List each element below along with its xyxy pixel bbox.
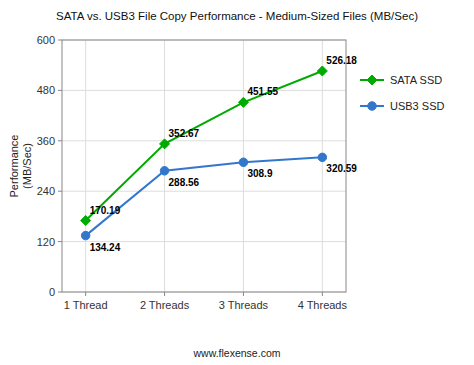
series-marker xyxy=(317,66,327,76)
x-grid-line xyxy=(85,40,86,292)
series-line xyxy=(86,71,323,221)
y-grid-line xyxy=(62,140,346,141)
footer: www.flexense.com xyxy=(193,347,281,359)
y-tick xyxy=(58,90,62,91)
plot-frame xyxy=(62,40,346,292)
data-label: 526.18 xyxy=(326,55,357,66)
series-marker xyxy=(160,139,170,149)
data-label: 320.59 xyxy=(326,163,357,174)
y-tick xyxy=(58,241,62,242)
series-marker xyxy=(160,167,169,176)
y-axis-label-line: Performance xyxy=(8,135,20,198)
y-tick-label: 240 xyxy=(37,185,55,197)
data-label: 170.19 xyxy=(90,205,121,216)
series-marker xyxy=(81,216,91,226)
y-tick xyxy=(58,292,62,293)
data-label: 134.24 xyxy=(90,242,121,253)
x-tick xyxy=(164,292,165,296)
y-axis-label-line: (MB/Sec) xyxy=(21,143,33,189)
x-axis: 1 Thread 2 Threads 3 Threads 4 Threads xyxy=(64,292,348,311)
y-grid-line xyxy=(62,191,346,192)
x-grid-line xyxy=(164,40,165,292)
y-tick-label: 600 xyxy=(37,34,55,46)
x-grid-line xyxy=(322,40,323,292)
data-label: 288.56 xyxy=(169,177,200,188)
x-tick xyxy=(322,292,323,296)
series-line xyxy=(86,157,323,235)
series-marker xyxy=(238,97,248,107)
y-tick-label: 120 xyxy=(37,236,55,248)
series-marker xyxy=(239,158,248,167)
y-grid-line xyxy=(62,90,346,91)
data-label: 352.67 xyxy=(169,128,200,139)
data-label: 451.55 xyxy=(247,86,278,97)
chart: 0 120 240 360 480 600 1 Thread 2 Threads 3 Threa… xyxy=(0,0,474,365)
legend-marker xyxy=(368,102,377,111)
legend-label: SATA SSD xyxy=(390,74,442,86)
legend: SATA SSD USB3 SSD xyxy=(360,74,444,112)
y-tick xyxy=(58,40,62,41)
title: SATA vs. USB3 File Copy Performance - Me… xyxy=(56,10,418,22)
plot-area xyxy=(81,66,328,240)
y-tick-label: 480 xyxy=(37,84,55,96)
grid xyxy=(62,40,346,292)
x-tick-label: 1 Thread xyxy=(64,299,108,311)
y-tick-label: 360 xyxy=(37,135,55,147)
legend-label: USB3 SSD xyxy=(390,100,444,112)
legend-marker xyxy=(367,75,377,85)
y-tick xyxy=(58,140,62,141)
series-marker xyxy=(81,231,90,240)
data-label: 308.9 xyxy=(247,168,272,179)
y-tick xyxy=(58,191,62,192)
y-axis: 0 120 240 360 480 600 xyxy=(37,34,62,298)
data-labels: 170.19 352.67 451.55 526.18 134.24 288.56 308.… xyxy=(90,55,358,253)
x-tick xyxy=(85,292,86,296)
y-tick-label: 0 xyxy=(49,286,55,298)
x-tick-label: 2 Threads xyxy=(140,299,190,311)
x-tick-label: 4 Threads xyxy=(298,299,348,311)
series-marker xyxy=(318,153,327,162)
x-tick xyxy=(243,292,244,296)
y-axis-label: Performance(MB/Sec) xyxy=(8,135,33,198)
x-tick-label: 3 Threads xyxy=(219,299,269,311)
